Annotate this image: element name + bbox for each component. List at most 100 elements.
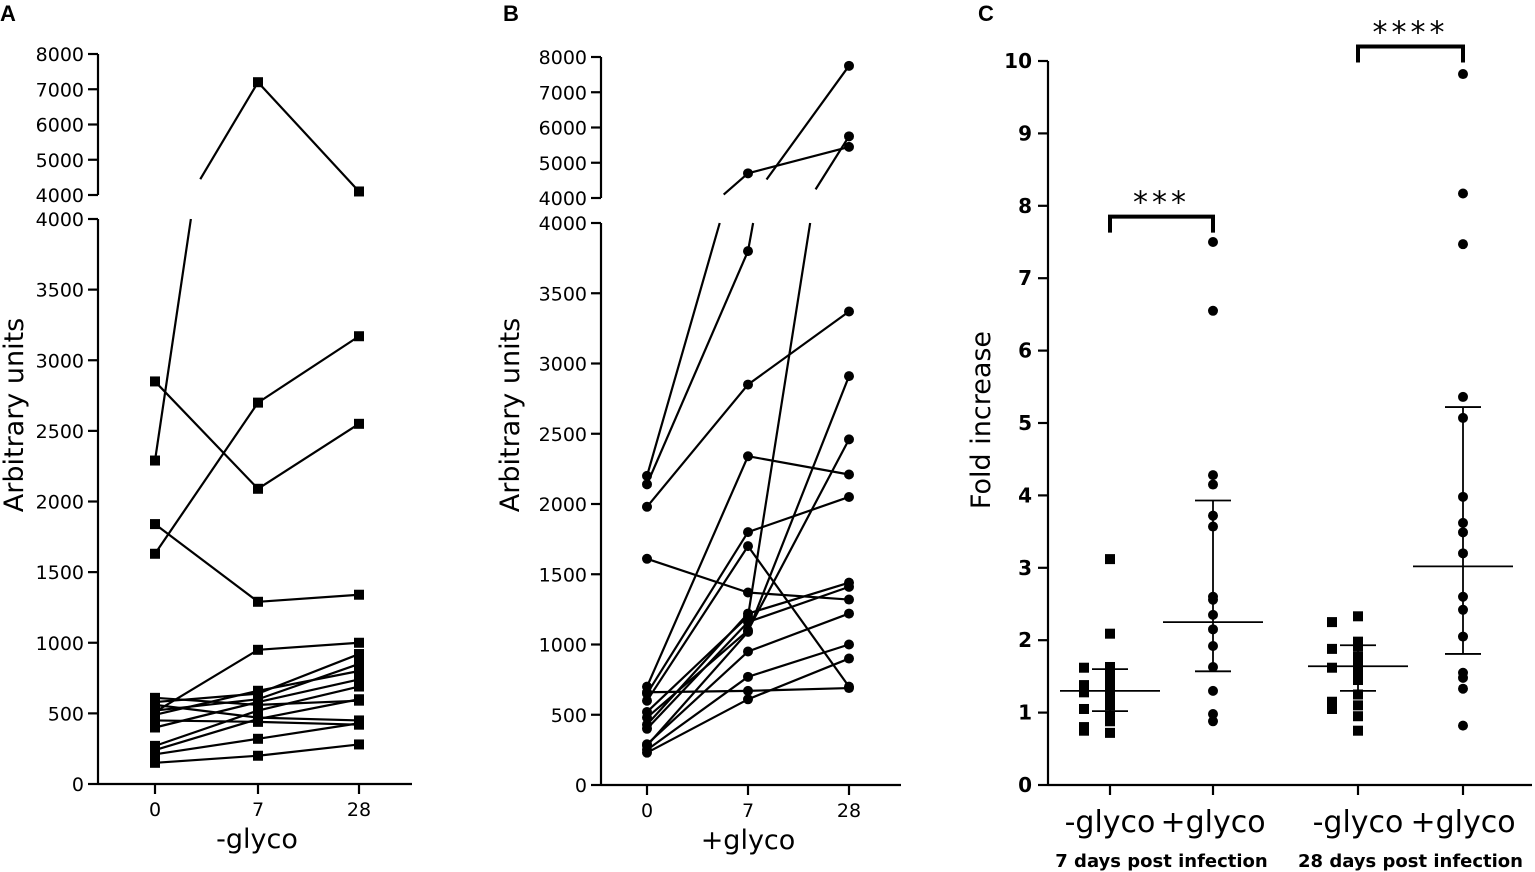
y-tick-label: 0 (72, 774, 84, 796)
series-line (747, 438, 850, 631)
data-point (743, 379, 753, 390)
y-tick-label: 3500 (36, 280, 84, 302)
data-point (253, 644, 263, 655)
series-line (257, 335, 360, 404)
x-tick-label: 7 (742, 800, 754, 822)
series-line (257, 641, 360, 651)
data-point (844, 306, 854, 317)
data-point (743, 685, 753, 696)
series-line (154, 737, 259, 756)
y-tick-label: 1500 (36, 562, 84, 584)
series-line (646, 557, 749, 594)
series-line (646, 689, 749, 694)
data-point (1458, 720, 1468, 731)
data-point (1208, 237, 1218, 247)
y-tick-label: 1000 (539, 635, 587, 657)
data-point (150, 699, 160, 710)
panel-letter-a: A (0, 1, 16, 26)
series-line (722, 172, 749, 196)
y-tick-label: 6 (1018, 339, 1032, 363)
data-point (1105, 711, 1115, 722)
data-point (1327, 643, 1337, 654)
data-point (354, 637, 364, 648)
y-tick-label: 8000 (36, 44, 84, 66)
data-point (354, 694, 364, 705)
data-point (642, 470, 652, 481)
category-label: +glyco (1410, 805, 1515, 840)
data-point (844, 141, 854, 152)
x-tick-label: 0 (149, 799, 161, 821)
data-point (1327, 662, 1337, 673)
data-point (354, 186, 364, 197)
data-point (253, 77, 263, 88)
y-tick-label: 6000 (539, 118, 587, 140)
data-point (743, 671, 753, 682)
y-axis-label: Arbitrary units (0, 318, 30, 512)
series-line (154, 696, 259, 706)
series-line (646, 675, 749, 751)
series-line (257, 81, 360, 193)
data-point (253, 596, 263, 607)
data-point (642, 501, 652, 512)
series-line (646, 383, 749, 508)
data-point (1208, 479, 1218, 490)
data-point (743, 168, 753, 179)
x-tick-label: 7 (252, 799, 264, 821)
series-line (747, 612, 850, 653)
series-line (154, 701, 259, 729)
series-line (257, 716, 360, 722)
data-point (253, 685, 263, 696)
series-line (747, 591, 850, 601)
data-point (1079, 725, 1089, 736)
data-point (1458, 188, 1468, 199)
series-line (154, 754, 259, 764)
series-line (154, 402, 259, 555)
y-tick-label: 4000 (539, 188, 587, 210)
series-line (747, 686, 850, 692)
y-tick-label: 3000 (539, 354, 587, 376)
y-tick-label: 2 (1018, 628, 1032, 652)
data-point (354, 739, 364, 750)
data-point (844, 434, 854, 445)
series-line (747, 145, 850, 175)
series-line (747, 455, 850, 476)
data-point (743, 527, 753, 538)
series-line (646, 531, 749, 695)
series-line (645, 222, 721, 477)
data-point (354, 589, 364, 600)
y-tick-label: 6000 (36, 115, 84, 137)
data-point (1079, 662, 1089, 673)
data-point (150, 519, 160, 530)
data-point (354, 666, 364, 676)
group-label: 7 days post infection (1055, 851, 1267, 872)
y-tick-label: 500 (551, 705, 587, 727)
data-point (1079, 687, 1089, 698)
y-tick-label: 500 (48, 703, 84, 725)
series-line (814, 135, 850, 190)
series-line (257, 699, 360, 706)
data-point (743, 246, 753, 257)
data-point (743, 617, 753, 628)
data-point (1353, 700, 1363, 711)
data-point (844, 491, 854, 502)
category-label: +glyco (1160, 805, 1265, 840)
series-line (154, 717, 259, 752)
series-line (154, 709, 259, 747)
series-line (646, 612, 749, 726)
data-point (253, 397, 263, 408)
data-point (743, 587, 753, 598)
data-point (1105, 661, 1115, 672)
data-point (844, 469, 854, 480)
data-point (1458, 69, 1468, 80)
y-axis-label: Fold increase (966, 331, 997, 509)
data-point (1353, 725, 1363, 736)
series-line (154, 380, 259, 490)
series-line (154, 689, 259, 716)
x-axis-label: -glyco (216, 824, 298, 855)
data-point (1458, 683, 1468, 694)
series-line (153, 218, 192, 461)
data-point (1327, 703, 1337, 714)
